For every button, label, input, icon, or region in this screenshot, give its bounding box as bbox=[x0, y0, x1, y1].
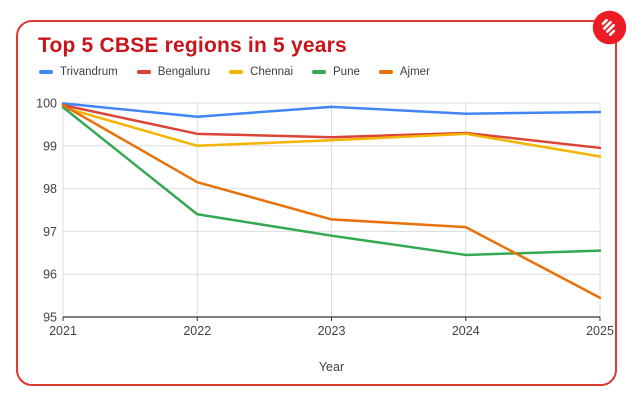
legend-swatch bbox=[312, 70, 327, 74]
x-tick-label: 2023 bbox=[318, 324, 346, 338]
legend-item-trivandrum: Trivandrum bbox=[39, 66, 118, 78]
x-tick-label: 2024 bbox=[452, 324, 480, 338]
y-tick-label: 97 bbox=[43, 225, 57, 239]
y-tick-label: 99 bbox=[43, 139, 57, 153]
chart-card: Top 5 CBSE regions in 5 years Trivandrum… bbox=[16, 20, 617, 386]
legend-swatch bbox=[136, 70, 151, 74]
chart-gridlines bbox=[62, 102, 601, 317]
chart-series-lines bbox=[61, 102, 602, 299]
chart-legend: Trivandrum Bengaluru Chennai Pune Ajmer bbox=[39, 66, 430, 78]
legend-swatch bbox=[229, 70, 244, 74]
legend-label: Pune bbox=[333, 66, 360, 78]
legend-label: Trivandrum bbox=[60, 66, 118, 78]
legend-swatch bbox=[39, 70, 53, 74]
legend-label: Bengaluru bbox=[157, 66, 211, 78]
series-line-pune bbox=[61, 106, 602, 257]
legend-swatch bbox=[378, 70, 393, 74]
legend-label: Chennai bbox=[250, 66, 294, 78]
x-tick-label: 2022 bbox=[183, 324, 211, 338]
series-line-chennai bbox=[61, 106, 602, 158]
legend-item-bengaluru: Bengaluru bbox=[136, 66, 211, 78]
series-line-bengaluru bbox=[61, 103, 602, 150]
chart-axis-labels: 95 96 97 98 99 100 2021 2022 2023 2024 2025 Year bbox=[36, 97, 614, 375]
y-tick-label: 96 bbox=[43, 268, 57, 282]
legend-label: Ajmer bbox=[399, 66, 430, 78]
legend-item-chennai: Chennai bbox=[229, 66, 293, 78]
indian-express-logo-icon bbox=[592, 10, 627, 45]
x-tick-label: 2021 bbox=[49, 324, 77, 338]
series-line-ajmer bbox=[61, 103, 602, 299]
y-tick-label: 98 bbox=[43, 182, 57, 196]
x-tick-label: 2025 bbox=[586, 324, 614, 338]
y-tick-label: 95 bbox=[43, 311, 57, 325]
chart-title: Top 5 CBSE regions in 5 years bbox=[38, 34, 347, 57]
x-axis-title: Year bbox=[319, 360, 344, 374]
chart-axes bbox=[62, 316, 601, 321]
legend-item-pune: Pune bbox=[312, 66, 360, 78]
series-line-trivandrum bbox=[61, 102, 602, 118]
legend-item-ajmer: Ajmer bbox=[378, 66, 430, 78]
y-tick-label: 100 bbox=[36, 97, 57, 111]
